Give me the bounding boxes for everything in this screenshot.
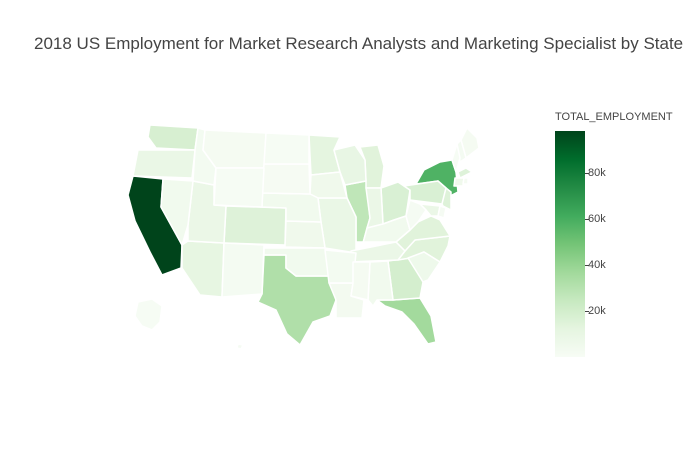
state-ri[interactable] [462,177,469,185]
state-ak[interactable] [134,298,163,331]
colorbar [555,131,585,357]
state-ia[interactable] [309,171,348,199]
state-in[interactable] [365,187,384,229]
state-ut[interactable] [187,180,227,244]
colorbar-tick-mark [585,172,589,174]
state-ct[interactable] [453,177,465,187]
state-ne[interactable] [261,192,322,223]
chart-title: 2018 US Employment for Market Research A… [34,34,684,53]
colorbar-title: TOTAL_EMPLOYMENT [555,111,673,123]
state-co[interactable] [223,205,287,246]
state-de[interactable] [437,205,447,219]
state-sc[interactable] [407,251,441,283]
colorbar-tick-mark [585,264,589,266]
colorbar-tick-mark [585,310,589,312]
state-ky[interactable] [355,215,411,244]
state-nv[interactable] [160,178,194,246]
state-nm[interactable] [221,242,265,298]
state-al[interactable] [367,260,394,307]
state-ar[interactable] [324,249,357,284]
state-or[interactable] [132,149,196,179]
colorbar-tick-label: 20k [588,304,606,317]
colorbar-tick-label: 40k [588,258,606,271]
state-vt[interactable] [451,143,461,173]
state-tn[interactable] [348,241,406,263]
state-mt[interactable] [202,129,267,169]
state-fl[interactable] [376,297,437,345]
state-nj[interactable] [441,187,452,211]
state-sd[interactable] [261,163,311,195]
state-ms[interactable] [350,261,371,301]
colorbar-tick-mark [585,218,589,220]
state-wa[interactable] [147,124,199,151]
state-hi[interactable] [236,343,244,350]
colorbar-tick-label: 80k [588,166,606,179]
state-az[interactable] [181,240,225,298]
state-ks[interactable] [284,220,326,249]
colorbar-tick-label: 60k [588,212,606,225]
state-ma[interactable] [457,167,473,179]
state-wv[interactable] [405,199,427,231]
state-nd[interactable] [263,132,310,165]
state-wy[interactable] [213,167,265,208]
